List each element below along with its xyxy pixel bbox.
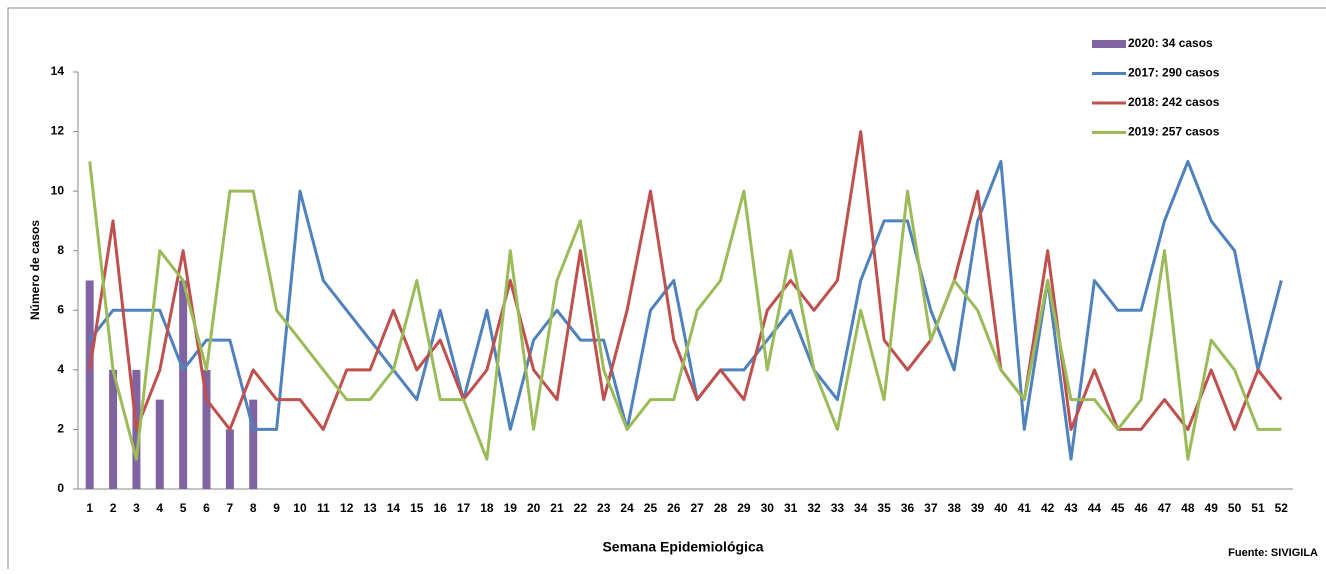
x-tick-label: 4 <box>156 501 163 515</box>
y-tick-label: 14 <box>51 64 65 78</box>
y-tick-label: 2 <box>57 422 64 436</box>
y-tick-label: 0 <box>57 481 64 495</box>
x-tick-label: 21 <box>550 501 564 515</box>
x-tick-label: 28 <box>714 501 728 515</box>
y-axis-label: Número de casos <box>28 220 42 320</box>
x-tick-label: 7 <box>227 501 234 515</box>
legend-label: 2020: 34 casos <box>1128 36 1213 50</box>
x-tick-label: 42 <box>1041 501 1055 515</box>
x-tick-label: 41 <box>1018 501 1032 515</box>
y-tick-label: 12 <box>51 124 65 138</box>
x-tick-label: 32 <box>807 501 821 515</box>
x-tick-label: 47 <box>1158 501 1172 515</box>
legend-label: 2019: 257 casos <box>1128 125 1220 139</box>
x-tick-label: 43 <box>1064 501 1078 515</box>
x-tick-label: 26 <box>667 501 681 515</box>
x-tick-label: 2 <box>110 501 117 515</box>
line <box>88 130 1283 431</box>
x-tick-label: 24 <box>620 501 634 515</box>
bar <box>85 280 94 489</box>
line <box>88 159 1283 461</box>
x-tick-label: 35 <box>877 501 891 515</box>
x-tick-label: 5 <box>180 501 187 515</box>
x-tick-label: 48 <box>1181 501 1195 515</box>
x-tick-label: 33 <box>831 501 845 515</box>
x-tick-label: 30 <box>761 501 775 515</box>
chart-frame <box>7 7 1326 574</box>
x-tick-label: 13 <box>363 501 377 515</box>
y-tick-label: 4 <box>57 362 64 376</box>
x-tick-label: 20 <box>527 501 541 515</box>
bar <box>202 369 211 489</box>
bar <box>155 399 164 489</box>
x-tick-label: 8 <box>250 501 257 515</box>
bar <box>225 429 234 489</box>
x-tick-label: 23 <box>597 501 611 515</box>
x-tick-label: 27 <box>691 501 705 515</box>
x-tick-label: 17 <box>457 501 471 515</box>
x-tick-label: 15 <box>410 501 424 515</box>
y-tick-label: 6 <box>57 302 64 316</box>
x-tick-label: 18 <box>480 501 494 515</box>
x-tick-label: 34 <box>854 501 868 515</box>
line <box>88 161 1282 461</box>
x-tick-label: 11 <box>317 501 330 515</box>
bar <box>109 369 118 489</box>
x-tick-label: 45 <box>1111 501 1125 515</box>
bar <box>179 280 188 489</box>
x-tick-label: 52 <box>1275 501 1289 515</box>
x-tick-label: 16 <box>433 501 447 515</box>
y-tick-label: 8 <box>57 243 64 257</box>
x-tick-label: 12 <box>340 501 354 515</box>
x-tick-label: 31 <box>784 501 798 515</box>
x-tick-label: 22 <box>574 501 588 515</box>
legend-swatch <box>1092 40 1126 48</box>
bar <box>249 399 258 489</box>
x-tick-label: 14 <box>387 501 401 515</box>
legend-label: 2018: 242 casos <box>1128 95 1220 109</box>
x-tick-label: 19 <box>504 501 518 515</box>
x-tick-label: 29 <box>737 501 751 515</box>
x-tick-label: 46 <box>1134 501 1148 515</box>
x-tick-label: 38 <box>948 501 962 515</box>
x-tick-label: 10 <box>293 501 307 515</box>
x-tick-label: 36 <box>901 501 915 515</box>
x-tick-label: 1 <box>86 501 93 515</box>
x-axis-label: Semana Epidemiológica <box>602 539 763 555</box>
x-tick-label: 37 <box>924 501 938 515</box>
x-tick-label: 9 <box>273 501 280 515</box>
x-tick-label: 49 <box>1205 501 1219 515</box>
x-tick-label: 40 <box>994 501 1008 515</box>
x-tick-label: 6 <box>203 501 210 515</box>
y-tick-label: 10 <box>51 183 65 197</box>
x-tick-label: 3 <box>133 501 140 515</box>
legend-label: 2017: 290 casos <box>1128 66 1220 80</box>
x-tick-label: 51 <box>1251 501 1265 515</box>
x-tick-label: 39 <box>971 501 985 515</box>
x-tick-label: 25 <box>644 501 658 515</box>
source-note: Fuente: SIVIGILA <box>1228 547 1318 559</box>
x-tick-label: 50 <box>1228 501 1242 515</box>
x-tick-label: 44 <box>1088 501 1102 515</box>
